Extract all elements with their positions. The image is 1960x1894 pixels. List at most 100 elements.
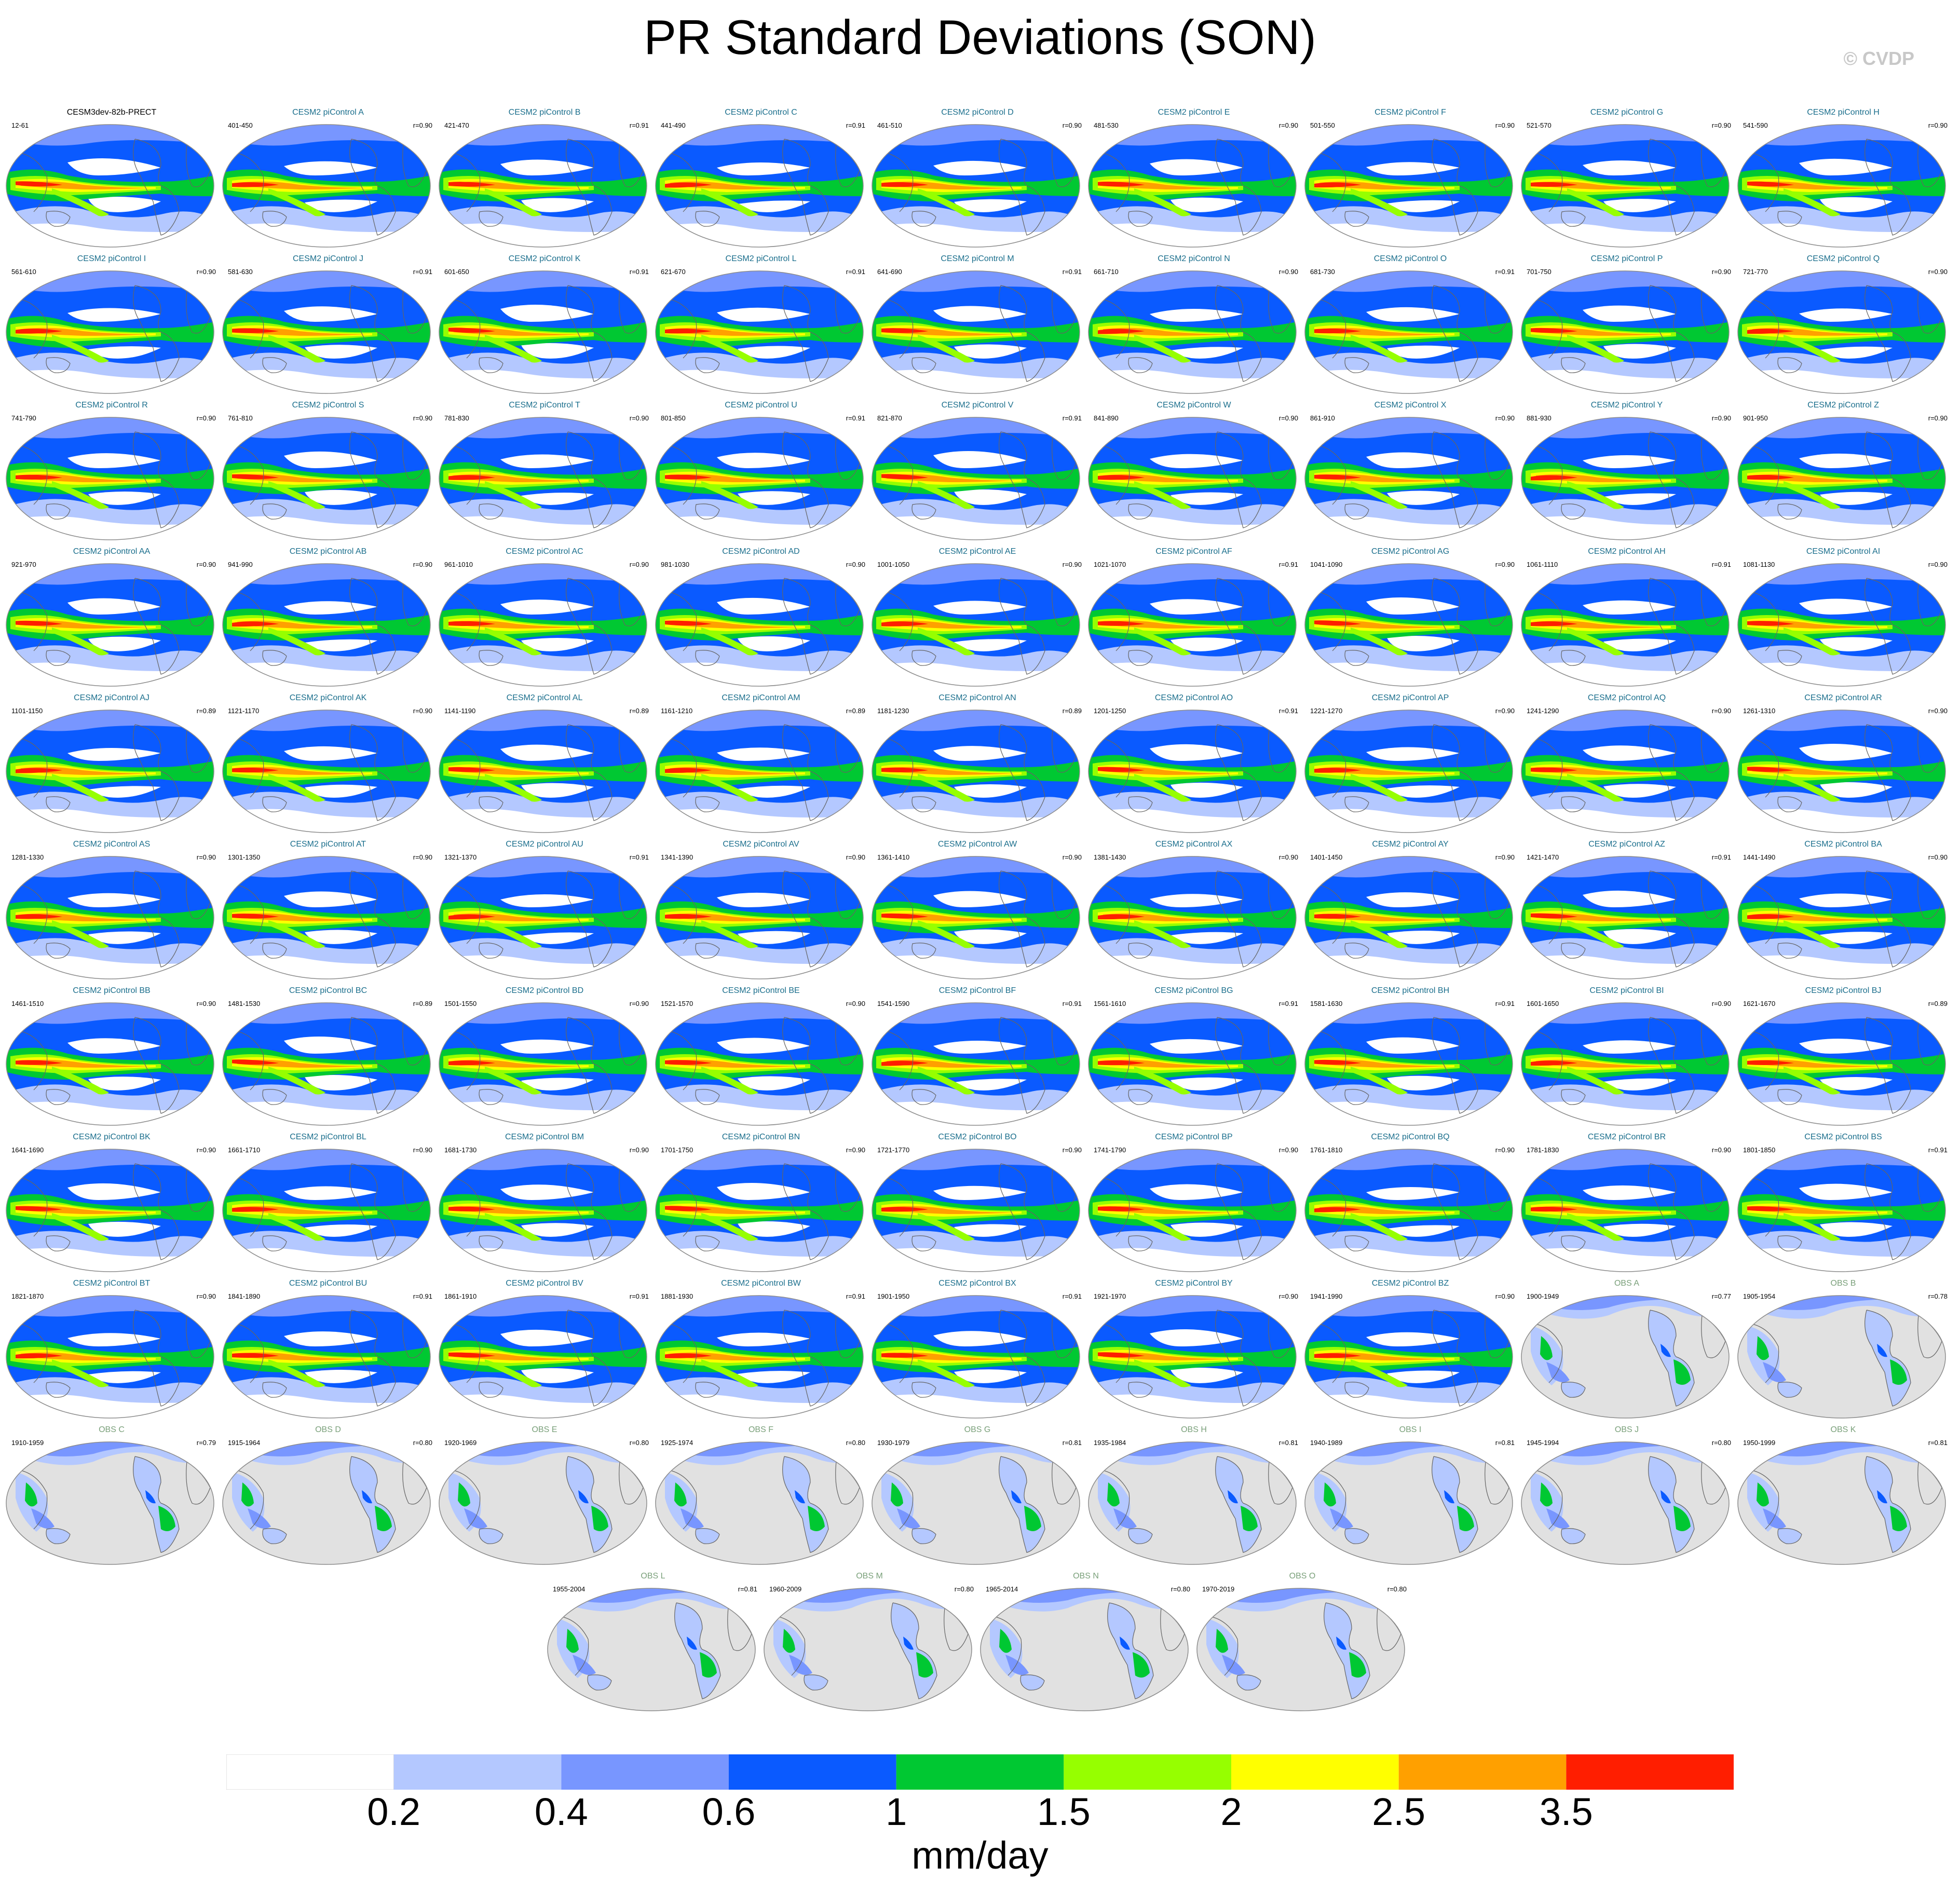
map-panel: CESM2 piControl BY 1921-1970 r=0.90 xyxy=(1087,1279,1300,1419)
panel-years: 701-750 xyxy=(1527,268,1551,276)
world-map xyxy=(1737,1002,1946,1126)
panel-years: 1481-1530 xyxy=(228,1000,261,1007)
panel-title: CESM2 piControl AE xyxy=(938,547,1016,556)
world-map xyxy=(1196,1588,1405,1711)
map-panel: CESM2 piControl J 581-630 r=0.91 xyxy=(222,254,434,394)
panel-years: 1960-2009 xyxy=(769,1585,802,1593)
panel-title: CESM2 piControl E xyxy=(1158,108,1230,117)
panel-years: 1021-1070 xyxy=(1094,561,1126,568)
world-map xyxy=(1088,710,1297,833)
world-map xyxy=(1304,1149,1513,1272)
panel-title: CESM2 piControl O xyxy=(1373,254,1447,263)
panel-title: CESM2 piControl BQ xyxy=(1371,1133,1450,1141)
panel-years: 1301-1350 xyxy=(228,853,261,861)
world-map xyxy=(1304,417,1513,540)
colorbar-tick-label: 2.5 xyxy=(1372,1790,1426,1833)
panel-title: CESM2 piControl BB xyxy=(73,986,151,995)
panel-correlation: r=0.80 xyxy=(1170,1585,1190,1593)
panel-years: 441-490 xyxy=(661,121,686,129)
world-map xyxy=(655,856,864,979)
panel-title: CESM2 piControl N xyxy=(1158,254,1230,263)
panel-correlation: r=0.90 xyxy=(413,1146,432,1154)
panel-title: CESM2 piControl BC xyxy=(289,986,367,995)
world-map xyxy=(6,1002,214,1126)
panel-correlation: r=0.90 xyxy=(1278,853,1298,861)
panel-years: 501-550 xyxy=(1310,121,1335,129)
panel-title: CESM2 piControl AG xyxy=(1371,547,1450,556)
panel-title: CESM2 piControl AW xyxy=(937,840,1017,849)
panel-title: CESM2 piControl G xyxy=(1590,108,1664,117)
world-map xyxy=(1737,124,1946,248)
colorbar-segment xyxy=(1231,1754,1399,1790)
map-panel: CESM2 piControl BB 1461-1510 r=0.90 xyxy=(5,986,218,1126)
world-map xyxy=(1088,1295,1297,1419)
panel-title: OBS A xyxy=(1614,1279,1640,1288)
map-panel: CESM2 piControl BJ 1621-1670 r=0.89 xyxy=(1737,986,1950,1126)
panel-title: CESM2 piControl H xyxy=(1807,108,1880,117)
world-map xyxy=(872,563,1080,687)
world-map xyxy=(1521,124,1730,248)
panel-correlation: r=0.81 xyxy=(738,1585,757,1593)
panel-correlation: r=0.80 xyxy=(1711,1439,1731,1447)
world-map xyxy=(439,1002,647,1126)
colorbar-segment xyxy=(1566,1754,1734,1790)
panel-title: CESM2 piControl AF xyxy=(1155,547,1232,556)
panel-correlation: r=0.90 xyxy=(1928,268,1948,276)
panel-years: 1601-1650 xyxy=(1527,1000,1559,1007)
panel-years: 1801-1850 xyxy=(1743,1146,1776,1154)
panel-years: 1121-1170 xyxy=(228,707,260,715)
panel-correlation: r=0.90 xyxy=(1928,561,1948,568)
world-map xyxy=(6,563,214,687)
panel-title: OBS N xyxy=(1073,1572,1099,1580)
world-map xyxy=(1088,270,1297,394)
panel-years: 401-450 xyxy=(228,121,253,129)
panel-correlation: r=0.91 xyxy=(413,1292,432,1300)
panel-title: CESM2 piControl BI xyxy=(1589,986,1664,995)
map-panel: CESM2 piControl AI 1081-1130 r=0.90 xyxy=(1737,547,1950,687)
map-panel: CESM2 piControl AZ 1421-1470 r=0.91 xyxy=(1520,840,1733,980)
panel-correlation: r=0.90 xyxy=(846,1146,865,1154)
map-panel: CESM2 piControl AB 941-990 r=0.90 xyxy=(222,547,434,687)
world-map xyxy=(1088,417,1297,540)
world-map xyxy=(439,417,647,540)
panel-correlation: r=0.90 xyxy=(1278,414,1298,422)
panel-correlation: r=0.89 xyxy=(846,707,865,715)
panel-title: OBS L xyxy=(641,1572,665,1580)
panel-correlation: r=0.91 xyxy=(629,121,649,129)
map-panel: CESM2 piControl BI 1601-1650 r=0.90 xyxy=(1520,986,1733,1126)
panel-correlation: r=0.90 xyxy=(413,707,432,715)
panel-title: CESM2 piControl BU xyxy=(289,1279,367,1288)
world-map xyxy=(222,1441,431,1565)
panel-title: CESM2 piControl AQ xyxy=(1587,693,1666,702)
panel-correlation: r=0.90 xyxy=(196,414,216,422)
panel-correlation: r=0.81 xyxy=(1278,1439,1298,1447)
panel-correlation: r=0.90 xyxy=(1928,414,1948,422)
panel-title: CESM2 piControl AO xyxy=(1154,693,1233,702)
panel-title: CESM2 piControl AA xyxy=(73,547,151,556)
panel-correlation: r=0.90 xyxy=(1495,414,1515,422)
world-map xyxy=(1521,1441,1730,1565)
colorbar-segment xyxy=(561,1754,729,1790)
panel-title: CESM2 piControl AP xyxy=(1371,693,1449,702)
world-map xyxy=(439,1149,647,1272)
map-panel: CESM2 piControl C 441-490 r=0.91 xyxy=(655,108,867,248)
world-map xyxy=(6,710,214,833)
panel-years: 461-510 xyxy=(877,121,902,129)
world-map xyxy=(655,417,864,540)
world-map xyxy=(1737,856,1946,979)
panel-correlation: r=0.91 xyxy=(1278,1000,1298,1007)
panel-years: 1181-1230 xyxy=(877,707,909,715)
panel-correlation: r=0.91 xyxy=(629,1292,649,1300)
panel-years: 941-990 xyxy=(228,561,253,568)
panel-correlation: r=0.91 xyxy=(1062,414,1082,422)
panel-title: CESM2 piControl BP xyxy=(1155,1133,1233,1141)
panel-title: CESM2 piControl AU xyxy=(506,840,583,849)
map-panel: CESM2 piControl N 661-710 r=0.90 xyxy=(1087,254,1300,394)
panel-years: 1041-1090 xyxy=(1310,561,1343,568)
panel-years: 1661-1710 xyxy=(228,1146,261,1154)
world-map xyxy=(547,1588,756,1711)
map-panel: CESM2 piControl BM 1681-1730 r=0.90 xyxy=(438,1133,651,1273)
map-panel: CESM2 piControl D 461-510 r=0.90 xyxy=(871,108,1084,248)
panel-years: 1901-1950 xyxy=(877,1292,910,1300)
panel-title: CESM2 piControl AD xyxy=(722,547,800,556)
